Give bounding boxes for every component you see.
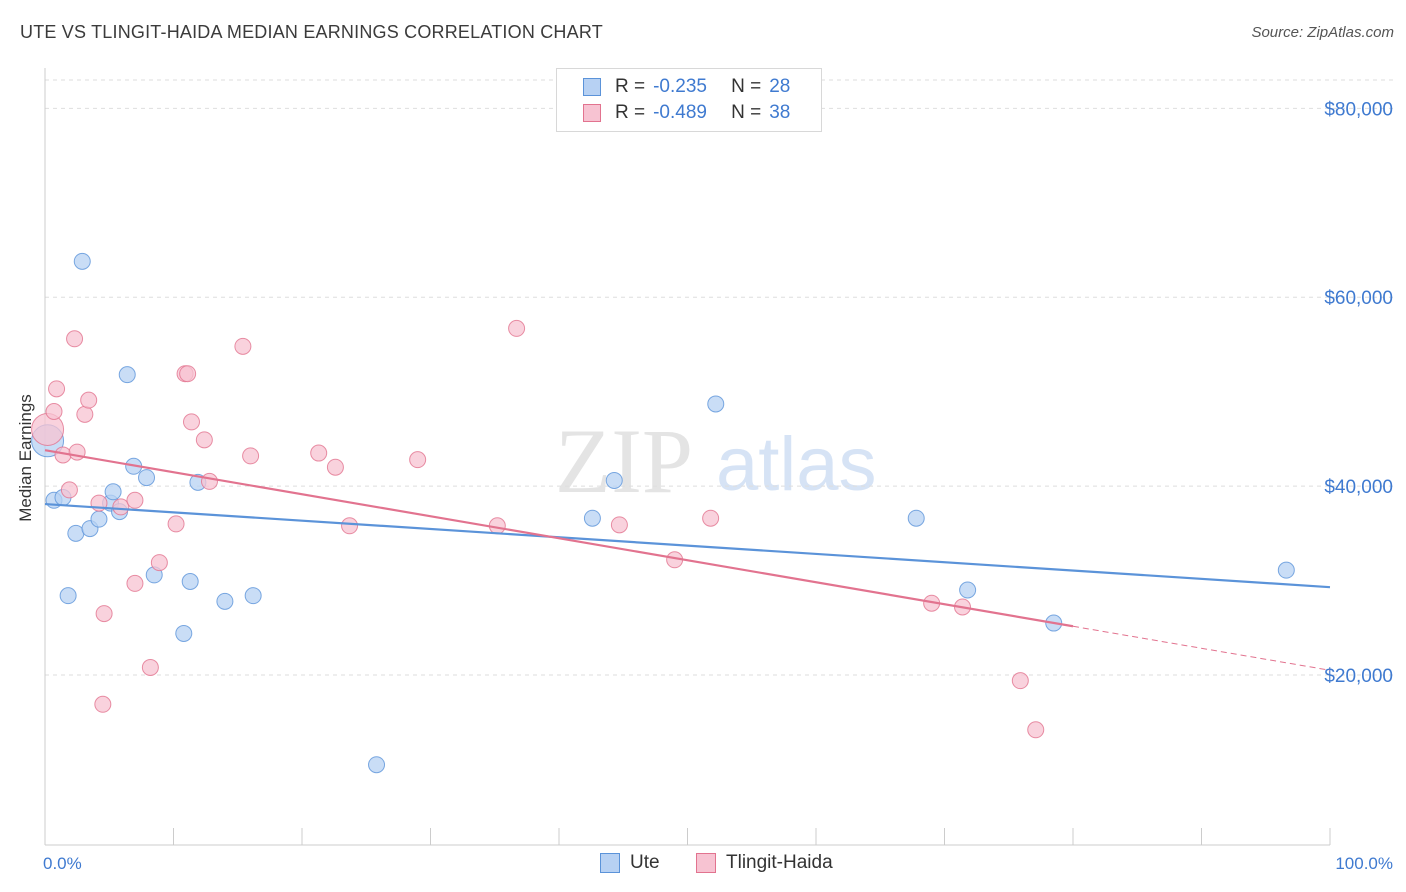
bottom-legend-swatch-tlingit-haida: [696, 853, 716, 873]
point-tlingit-haida: [610, 516, 628, 534]
point-ute: [73, 252, 91, 270]
y-tick-label: $20,000: [1324, 666, 1393, 687]
point-tlingit-haida: [182, 413, 200, 431]
legend-row-tlingit-haida: R = -0.489 N = 38: [583, 101, 790, 125]
point-ute: [368, 756, 386, 774]
point-ute: [583, 509, 601, 527]
point-tlingit-haida: [1027, 721, 1045, 739]
bottom-legend-label-ute: Ute: [630, 852, 660, 873]
legend-n-value: 38: [769, 102, 791, 123]
trendline-extension-tlingit-haida: [1072, 625, 1331, 671]
point-tlingit-haida: [341, 517, 359, 535]
point-ute: [67, 524, 85, 542]
chart-title: UTE VS TLINGIT-HAIDA MEDIAN EARNINGS COR…: [20, 22, 603, 42]
point-tlingit-haida: [234, 337, 252, 355]
point-tlingit-haida: [326, 458, 344, 476]
point-tlingit-haida: [242, 447, 260, 465]
point-tlingit-haida: [112, 498, 130, 516]
point-ute: [104, 483, 122, 501]
point-tlingit-haida: [167, 515, 185, 533]
point-ute: [216, 592, 234, 610]
point-ute: [59, 587, 77, 605]
point-ute: [175, 624, 193, 642]
y-tick-label: $80,000: [1324, 99, 1393, 120]
point-tlingit-haida: [76, 405, 94, 423]
legend-r-value: -0.489: [653, 102, 707, 123]
point-ute: [181, 573, 199, 590]
point-tlingit-haida: [200, 472, 218, 490]
legend-r-value: -0.235: [653, 76, 707, 97]
legend-n-label: N =: [731, 76, 762, 97]
point-ute: [707, 395, 725, 413]
point-ute: [118, 366, 136, 384]
point-tlingit-haida: [45, 403, 63, 420]
watermark-atlas: atlas: [716, 422, 877, 507]
bottom-legend-ute: Ute: [600, 852, 660, 874]
point-tlingit-haida: [126, 574, 144, 592]
point-ute: [244, 587, 262, 605]
legend-n-label: N =: [731, 102, 762, 123]
point-tlingit-haida: [94, 695, 112, 713]
point-ute: [90, 510, 108, 528]
point-tlingit-haida: [95, 605, 113, 623]
point-tlingit-haida: [1011, 672, 1029, 690]
legend-swatch-ute: [583, 78, 601, 96]
y-tick-label: $40,000: [1324, 477, 1393, 498]
point-tlingit-haida: [508, 319, 526, 337]
point-tlingit-haida: [409, 451, 427, 469]
point-tlingit-haida: [60, 481, 78, 499]
legend-r-label: R =: [615, 102, 646, 123]
x-tick-label-end: 100.0%: [1335, 854, 1393, 873]
point-ute: [605, 471, 623, 489]
point-tlingit-haida: [66, 330, 84, 348]
point-tlingit-haida: [310, 444, 328, 462]
point-tlingit-haida: [195, 431, 213, 449]
point-tlingit-haida: [48, 380, 66, 398]
point-ute: [138, 469, 156, 487]
point-ute: [907, 509, 925, 527]
x-tick-label-start: 0.0%: [43, 854, 82, 873]
correlation-legend: R = -0.235 N = 28 R = -0.489 N = 38: [556, 68, 822, 132]
trendline-tlingit-haida: [44, 449, 1074, 628]
y-tick-label: $60,000: [1324, 288, 1393, 309]
point-ute: [1277, 561, 1295, 579]
point-tlingit-haida: [141, 658, 159, 676]
watermark-zip: ZIP: [555, 410, 693, 512]
point-tlingit-haida: [702, 509, 720, 527]
bottom-legend-label-tlingit-haida: Tlingit-Haida: [726, 852, 833, 873]
legend-n-value: 28: [769, 76, 791, 97]
point-tlingit-haida: [150, 554, 168, 572]
legend-swatch-tlingit-haida: [583, 104, 601, 122]
point-tlingit-haida: [179, 365, 197, 383]
point-tlingit-haida: [126, 491, 144, 509]
point-ute: [959, 581, 977, 599]
trendline-ute: [44, 502, 1331, 589]
bottom-legend-swatch-ute: [600, 853, 620, 873]
bottom-legend-tlingit-haida: Tlingit-Haida: [696, 852, 833, 874]
point-tlingit-haida: [80, 391, 98, 409]
legend-r-label: R =: [615, 76, 646, 97]
source-label: Source: ZipAtlas.com: [1251, 24, 1394, 41]
legend-row-ute: R = -0.235 N = 28: [583, 75, 790, 99]
